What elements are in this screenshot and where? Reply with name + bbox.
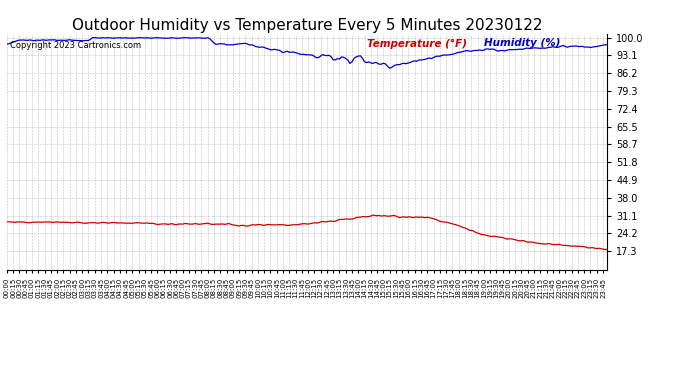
Text: Copyright 2023 Cartronics.com: Copyright 2023 Cartronics.com xyxy=(10,41,141,50)
Text: Temperature (°F): Temperature (°F) xyxy=(367,39,467,48)
Text: Humidity (%): Humidity (%) xyxy=(484,39,560,48)
Title: Outdoor Humidity vs Temperature Every 5 Minutes 20230122: Outdoor Humidity vs Temperature Every 5 … xyxy=(72,18,542,33)
